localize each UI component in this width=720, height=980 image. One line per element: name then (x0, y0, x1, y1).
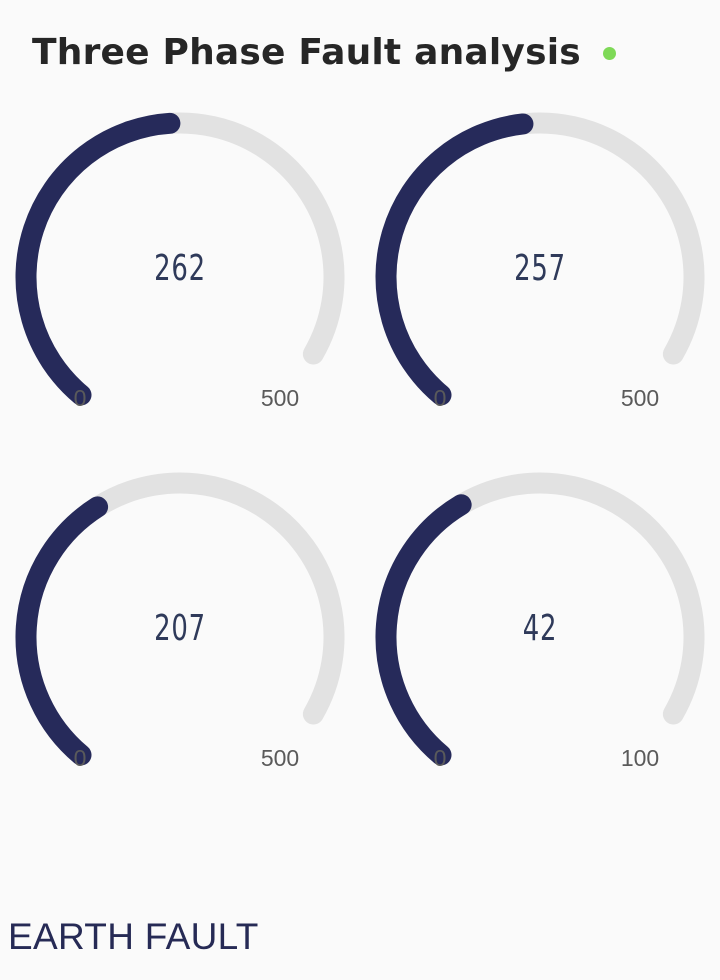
gauge-min-label: 0 (433, 385, 447, 411)
gauge-value: 262 (154, 248, 206, 289)
section-title-earth-fault: EARTH FAULT (8, 916, 259, 957)
gauge-max-label: 500 (260, 745, 300, 771)
gauge-phase-4: 42 0 100 (360, 460, 720, 800)
gauge-value: 257 (514, 248, 566, 289)
gauge-max-label: 100 (620, 745, 660, 771)
gauge-dial (375, 472, 705, 766)
gauge-max-label: 500 (620, 385, 660, 411)
page-title: Three Phase Fault analysis (32, 31, 581, 73)
gauge-min-label: 0 (433, 745, 447, 771)
gauge-value: 42 (522, 608, 558, 649)
gauge-fill (375, 494, 472, 766)
gauge-fill (15, 112, 181, 406)
gauge-max-label: 500 (260, 385, 300, 411)
gauge-phase-1: 262 0 500 (0, 100, 360, 440)
gauge-min-label: 0 (73, 385, 87, 411)
gauge-dial (15, 112, 345, 406)
gauge-phase-3: 207 0 500 (0, 460, 360, 800)
gauge-fill (15, 496, 109, 766)
header: Three Phase Fault analysis (32, 22, 616, 82)
gauge-phase-2: 257 0 500 (360, 100, 720, 440)
status-online-icon (602, 46, 616, 60)
gauge-dial (375, 112, 705, 406)
gauge-fill (375, 113, 534, 406)
gauge-value: 207 (154, 608, 206, 649)
gauge-min-label: 0 (73, 745, 87, 771)
gauge-dial (15, 472, 345, 766)
